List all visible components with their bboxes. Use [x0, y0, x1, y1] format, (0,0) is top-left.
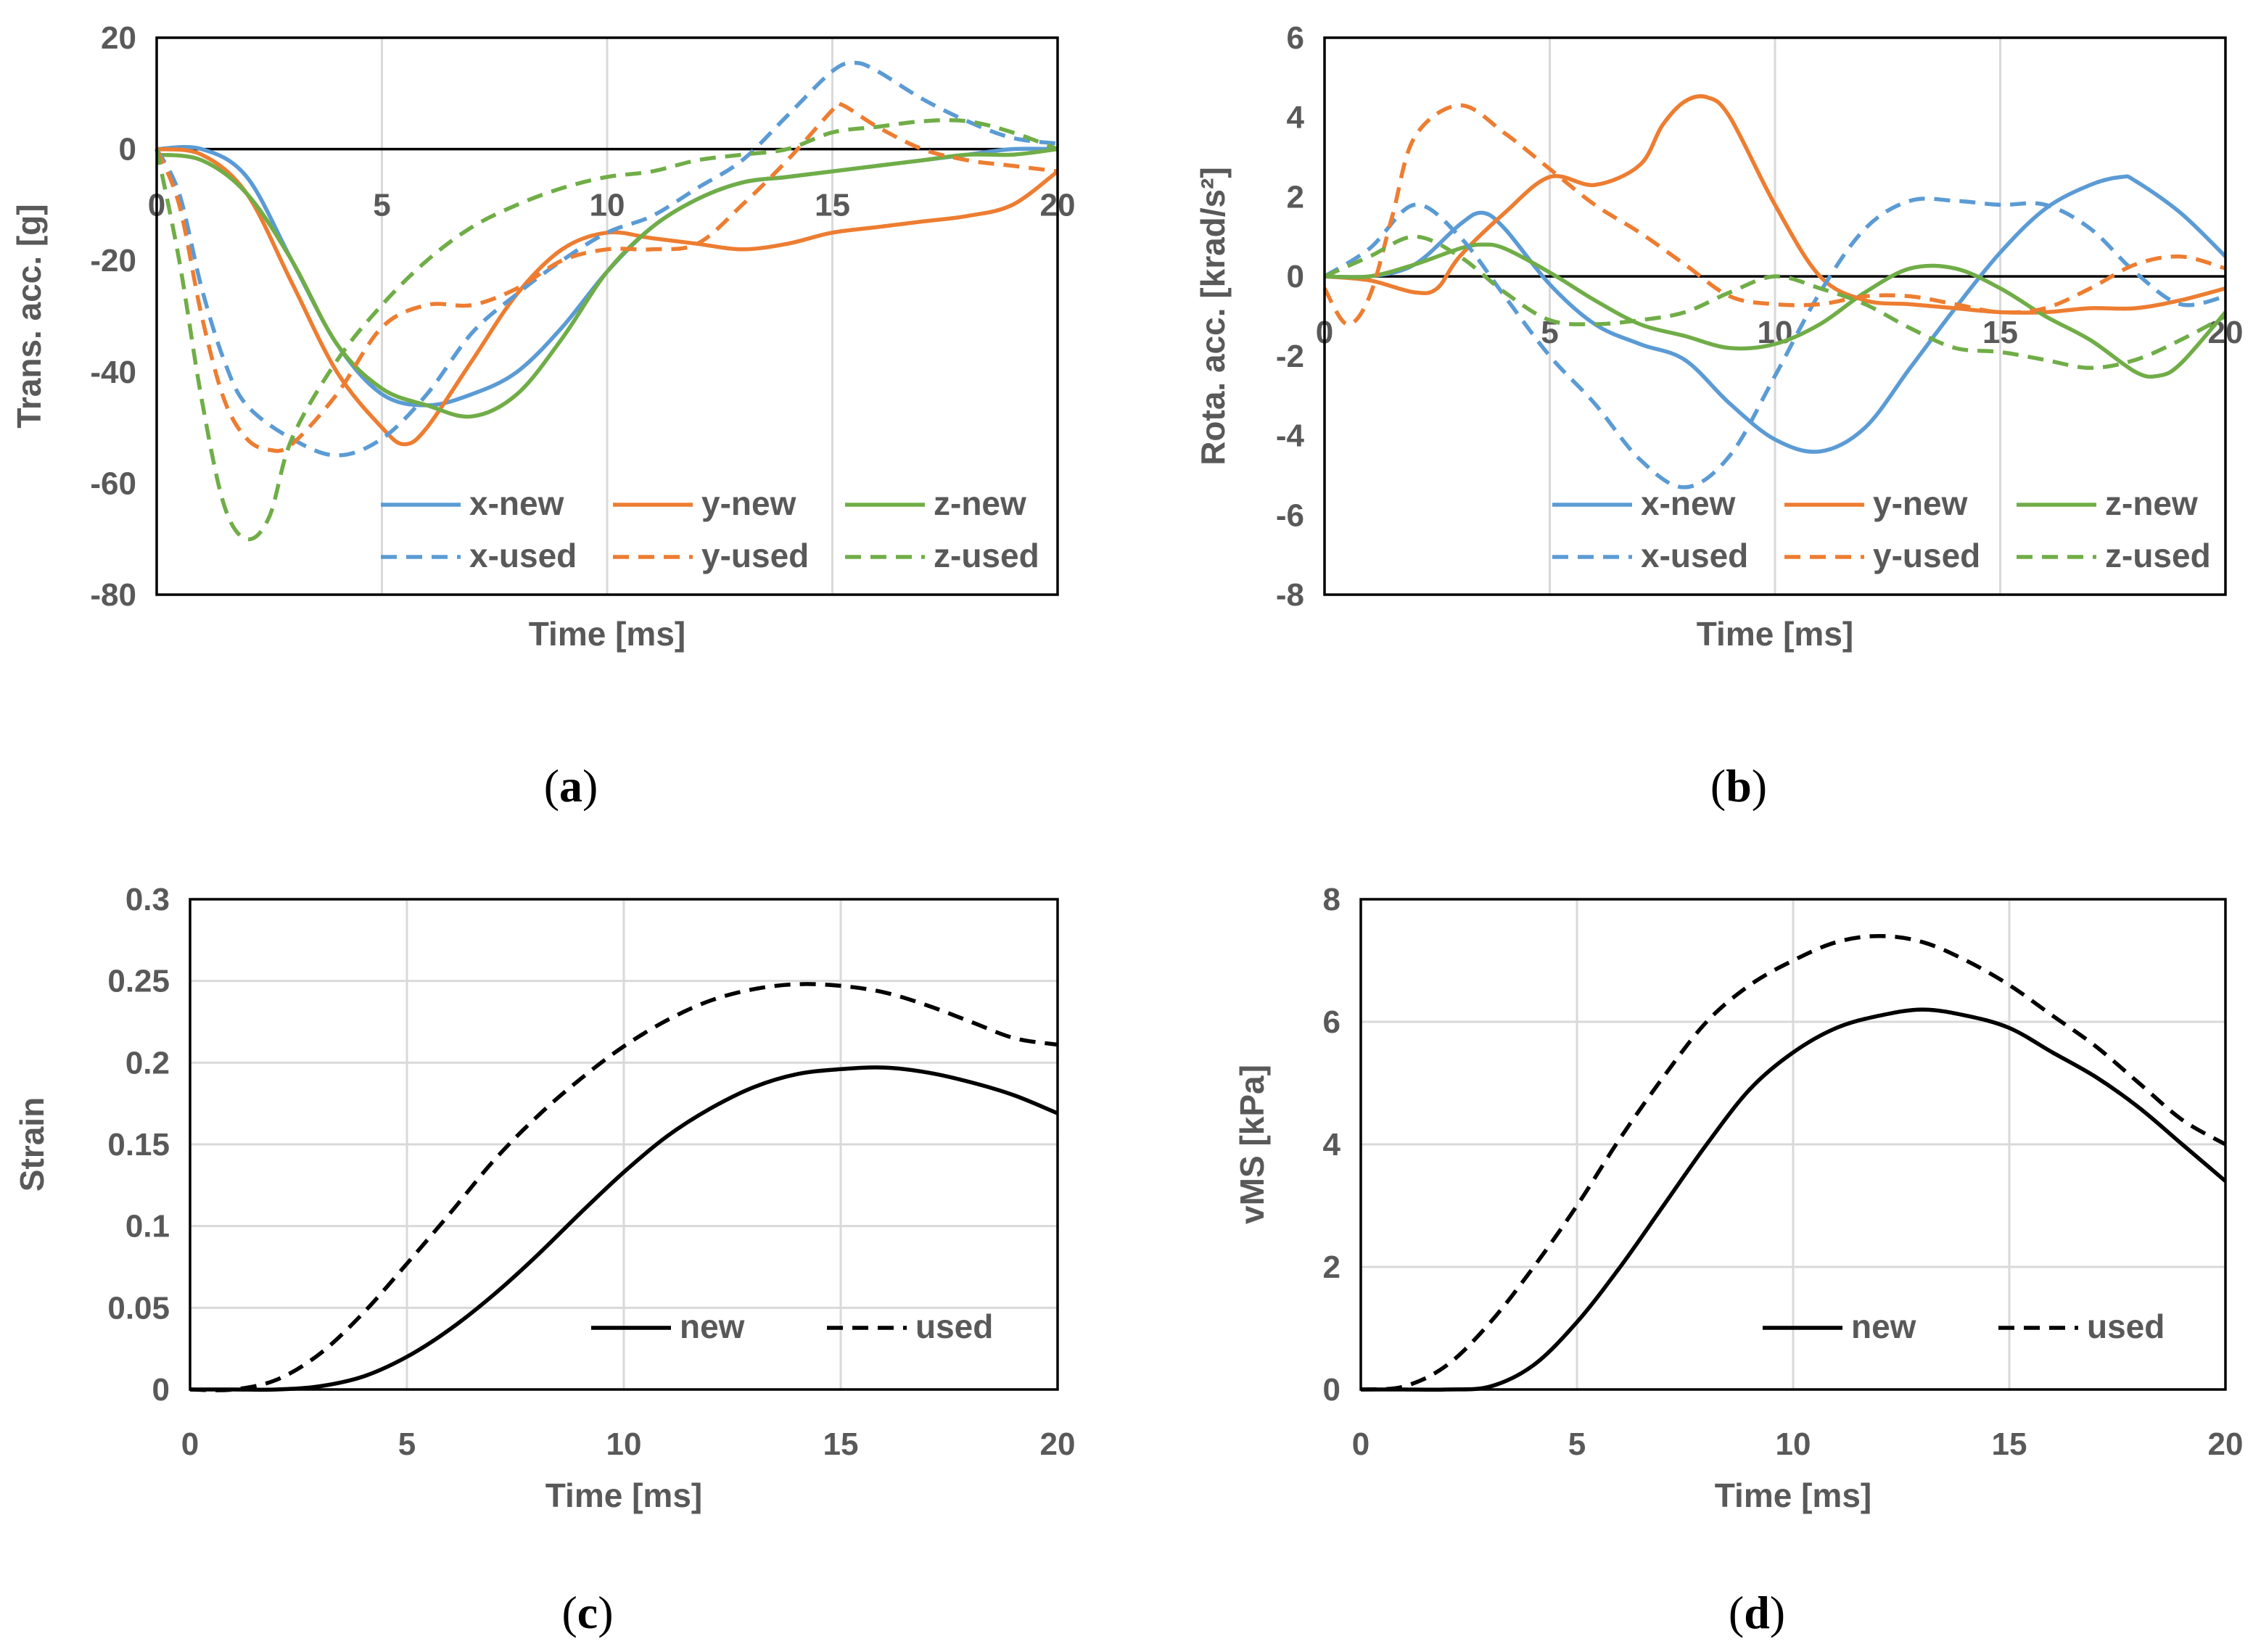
- x-tick-label: 5: [373, 188, 390, 223]
- x-tick-label: 10: [590, 188, 625, 223]
- y-tick-label: 4: [1323, 1127, 1341, 1162]
- y-tick-label: 4: [1287, 100, 1305, 136]
- y-axis-label: Rota. acc. [krad/s²]: [1194, 167, 1232, 466]
- x-axis-label: Time [ms]: [1715, 1477, 1871, 1514]
- x-tick-label: 0: [1352, 1426, 1370, 1462]
- y-axis-label: Trans. acc. [g]: [10, 204, 48, 428]
- legend-label-x-new: x-new: [469, 484, 564, 522]
- series-z-new: [1324, 242, 2228, 379]
- x-tick-label: 15: [1992, 1426, 2027, 1462]
- legend-label-z-new: z-new: [2105, 484, 2198, 522]
- y-tick-label: -20: [90, 243, 136, 278]
- series-new: [1360, 1007, 2227, 1392]
- panel-caption: (c): [561, 1587, 613, 1638]
- panel-caption: (d): [1729, 1587, 1785, 1638]
- series-z-used: [155, 117, 1058, 542]
- legend-label-x-used: x-used: [469, 537, 577, 574]
- legend-label-new: new: [680, 1308, 745, 1345]
- plot-frame: [189, 898, 1059, 1391]
- y-tick-label: 0.05: [107, 1290, 170, 1326]
- x-axis-label: Time [ms]: [1697, 615, 1853, 653]
- y-tick-label: 0.3: [125, 882, 170, 917]
- y-tick-label: 20: [101, 20, 136, 56]
- legend-label-z-used: z-used: [934, 537, 1039, 574]
- plot-frame: [1323, 36, 2227, 596]
- y-tick-label: -4: [1276, 418, 1305, 454]
- y-tick-label: -40: [90, 355, 136, 390]
- series-z-used: [1323, 234, 2227, 371]
- legend-label-x-used: x-used: [1641, 537, 1748, 574]
- series-y-new: [1324, 94, 2226, 315]
- y-tick-label: 0: [119, 132, 136, 168]
- legend-label-used: used: [2087, 1308, 2165, 1345]
- chart-c: 0.3 0.25 0.2 0.15 0.1 0.05 00 5 10 15 20 new used Tim…: [13, 882, 1075, 1638]
- panel-caption: (b): [1710, 760, 1767, 811]
- legend-label-used: used: [915, 1308, 993, 1345]
- y-tick-label: 0.15: [107, 1127, 170, 1162]
- legend-label-y-used: y-used: [701, 537, 809, 574]
- y-tick-label: 2: [1323, 1250, 1340, 1285]
- x-tick-label: 20: [2208, 1426, 2244, 1462]
- y-tick-label: -8: [1276, 577, 1304, 613]
- series-x-new: [1324, 174, 2227, 454]
- legend-label-z-used: z-used: [2105, 537, 2211, 574]
- y-tick-label: 0: [152, 1372, 170, 1408]
- plot-frame: [1359, 898, 2227, 1391]
- y-tick-label: 6: [1323, 1004, 1340, 1040]
- x-tick-label: 10: [606, 1426, 642, 1462]
- legend-label-new: new: [1851, 1308, 1916, 1345]
- x-axis-label: Time [ms]: [529, 615, 685, 653]
- x-tick-label: 10: [1776, 1426, 1811, 1462]
- y-tick-label: -6: [1276, 497, 1304, 533]
- series-used: [1360, 933, 2227, 1392]
- series-used: [189, 982, 1058, 1392]
- x-tick-label: 15: [823, 1426, 859, 1462]
- y-tick-label: 0: [1287, 259, 1304, 294]
- x-tick-label: 0: [181, 1426, 199, 1462]
- plot-frame: [155, 36, 1059, 596]
- legend-label-z-new: z-new: [934, 484, 1026, 522]
- y-tick-label: 0: [1323, 1372, 1340, 1408]
- y-tick-label: 8: [1323, 882, 1340, 917]
- x-tick-label: 5: [1568, 1426, 1586, 1462]
- legend-label-y-used: y-used: [1873, 537, 1980, 574]
- legend-label-y-new: y-new: [701, 484, 796, 522]
- y-axis-label: vMS [kPa]: [1233, 1065, 1271, 1224]
- y-tick-label: -80: [90, 577, 136, 613]
- series-new: [189, 1065, 1059, 1392]
- x-tick-label: 20: [1040, 1426, 1076, 1462]
- y-axis-label: Strain: [13, 1097, 51, 1191]
- series-z-new: [156, 146, 1058, 419]
- panel-caption: (a): [544, 760, 598, 811]
- x-tick-label: 15: [815, 188, 850, 223]
- y-tick-label: 0.25: [107, 964, 170, 999]
- y-tick-label: -60: [90, 466, 136, 501]
- x-axis-label: Time [ms]: [545, 1477, 702, 1514]
- series-y-used: [1322, 103, 2226, 326]
- series-x-used: [1323, 197, 2226, 490]
- series-y-used: [155, 100, 1058, 453]
- y-tick-label: 6: [1287, 20, 1304, 56]
- y-tick-label: -2: [1276, 339, 1304, 374]
- x-tick-label: 5: [398, 1426, 416, 1462]
- y-tick-label: 0.1: [125, 1209, 170, 1244]
- x-tick-label: 15: [1982, 315, 2018, 350]
- legend-label-x-new: x-new: [1641, 484, 1736, 522]
- y-tick-label: 0.2: [125, 1045, 170, 1081]
- y-tick-label: 2: [1287, 179, 1304, 215]
- legend-label-y-new: y-new: [1873, 484, 1968, 522]
- chart-a: 200-20-40-60-800 5 10 15 20x-new y-new z-newx-…: [10, 20, 1075, 811]
- series-y-new: [156, 146, 1059, 447]
